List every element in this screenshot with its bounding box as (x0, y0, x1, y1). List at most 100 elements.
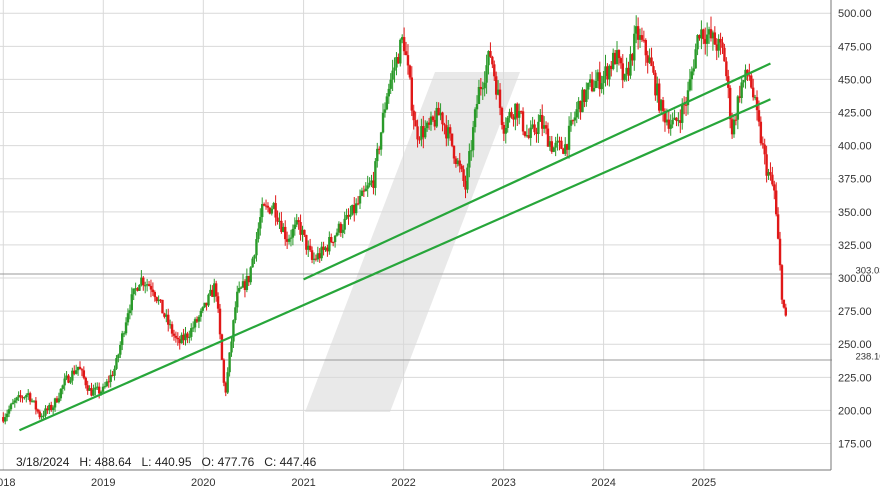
candle-body (665, 119, 669, 123)
candle-body (569, 120, 573, 126)
candle-body (203, 302, 206, 308)
candle-body (713, 32, 717, 45)
candle-body (761, 143, 764, 145)
candle-body (652, 66, 655, 73)
candle-body (320, 246, 323, 259)
candle-body (399, 39, 402, 64)
candle-body (709, 29, 713, 39)
y-tick-label: 350.00 (838, 207, 872, 219)
candle-body (232, 320, 235, 342)
candle-body (237, 288, 241, 292)
candle-body (619, 58, 623, 64)
y-tick-label: 425.00 (838, 108, 872, 120)
candle-body (679, 120, 682, 123)
candle-body (222, 359, 226, 383)
x-tick-label: 2025 (692, 477, 716, 489)
candle-body (742, 80, 745, 83)
candle-body (487, 51, 490, 66)
candle-body (372, 180, 375, 188)
candle-body (402, 37, 406, 52)
candle-body (92, 389, 95, 396)
candle-body (293, 224, 297, 229)
candle-body (395, 57, 398, 68)
candle-body (644, 40, 647, 56)
candle-body (698, 35, 701, 39)
candle-body (170, 324, 174, 334)
candle-body (746, 69, 749, 76)
candle-body (145, 284, 149, 286)
candle-body (25, 394, 28, 398)
candle-body (518, 111, 521, 118)
candle-body (255, 239, 258, 256)
candle-body (287, 238, 291, 242)
candle-body (90, 388, 93, 396)
candle-body (46, 408, 49, 411)
candle-body (140, 277, 143, 285)
candle-body (408, 65, 412, 78)
candle-body (94, 387, 97, 390)
candle-body (385, 96, 389, 110)
candle-body (594, 80, 598, 88)
candle-body (780, 265, 784, 300)
candle-body (773, 184, 776, 191)
candle-body (159, 299, 162, 301)
candle-body (512, 116, 515, 120)
candle-body (186, 333, 189, 338)
candle-body (404, 51, 408, 56)
candle-body (596, 72, 600, 81)
candle-body (546, 128, 550, 147)
candle-body (542, 125, 546, 129)
candle-body (278, 220, 281, 222)
candle-body (174, 335, 178, 338)
candle-body (115, 358, 118, 369)
candle-body (184, 333, 187, 341)
candle-body (654, 72, 657, 96)
readout-open-label: O: (201, 455, 215, 469)
candle-body (251, 258, 254, 268)
candle-body (450, 133, 454, 146)
candle-body (629, 54, 632, 76)
candle-body (613, 52, 617, 65)
candle-body (5, 413, 9, 418)
candle-body (97, 386, 101, 394)
candle-body (389, 79, 392, 89)
candle-body (723, 47, 726, 62)
candle-body (493, 64, 496, 77)
candle-body (519, 111, 523, 113)
candle-body (418, 139, 421, 141)
candle-body (262, 204, 266, 206)
candle-body (99, 391, 103, 394)
candle-body (335, 232, 339, 236)
candle-body (224, 382, 227, 393)
candle-body (379, 132, 383, 150)
candle-body (337, 223, 341, 233)
watermark-logo (305, 72, 520, 412)
candle-body (101, 386, 105, 392)
candle-body (590, 79, 594, 92)
candle-body (441, 112, 444, 125)
candle-body (769, 172, 772, 175)
readout-close-label: C: (264, 455, 277, 469)
candle-body (120, 333, 124, 345)
candle-body (370, 180, 373, 183)
candle-body (103, 386, 107, 388)
candle-body (347, 214, 350, 217)
candle-body (119, 344, 122, 355)
candle-body (717, 38, 720, 51)
candle-body (122, 333, 126, 335)
candle-body (604, 66, 607, 76)
y-tick-label: 500.00 (838, 8, 872, 20)
candle-body (696, 35, 699, 50)
candle-body (473, 109, 477, 128)
candle-body (182, 334, 185, 341)
candle-body (40, 416, 43, 418)
x-tick-label: 2023 (491, 477, 515, 489)
candle-body (161, 299, 164, 314)
candle-body (191, 327, 195, 329)
candle-body (675, 117, 678, 121)
candle-body (165, 314, 168, 317)
candle-body (673, 117, 676, 120)
candle-body (732, 119, 736, 135)
